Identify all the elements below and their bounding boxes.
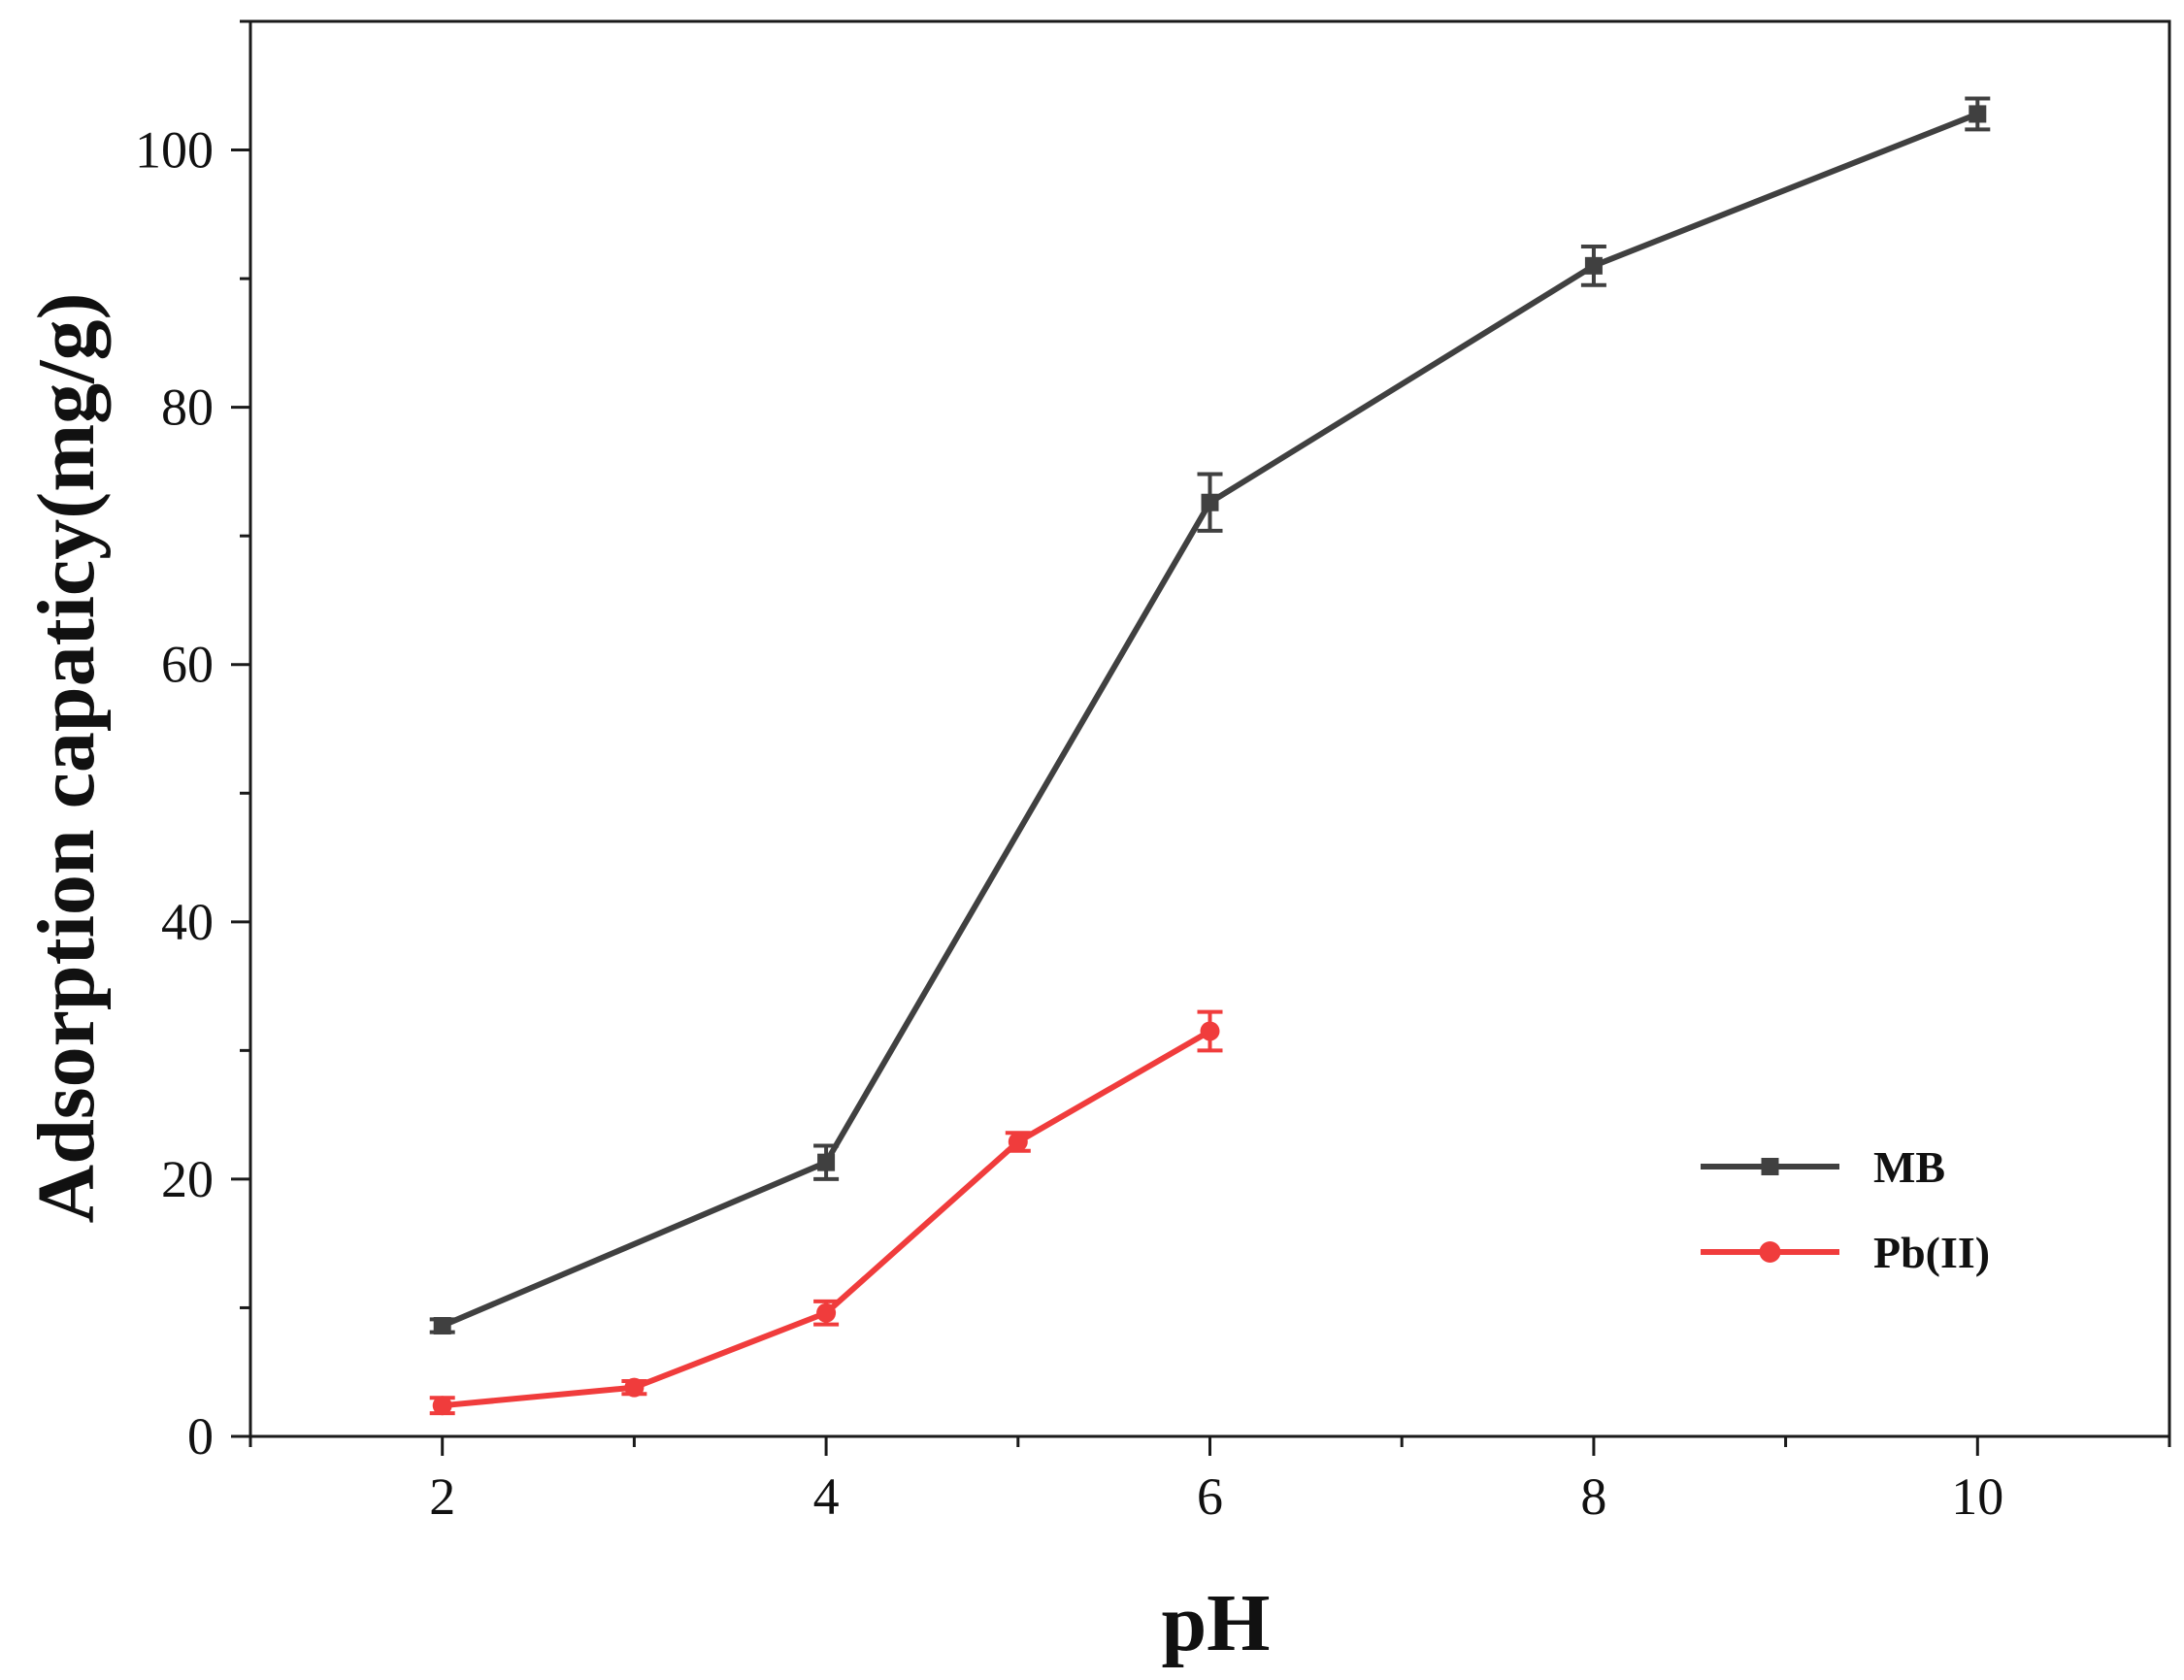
legend: MB Pb(II) (1701, 1142, 1990, 1277)
series-layer (429, 96, 1991, 1416)
y-tick-label: 40 (161, 893, 214, 951)
y-tick-label: 0 (187, 1407, 214, 1466)
legend-label: Pb(II) (1873, 1228, 1990, 1277)
data-point (816, 1302, 837, 1323)
y-tick-label: 20 (161, 1150, 214, 1208)
legend-marker (1761, 1158, 1779, 1175)
legend-item: MB (1701, 1142, 1945, 1192)
x-axis-ticks: 2 4 6 8 10 (248, 1436, 2171, 1526)
data-point (1201, 493, 1219, 511)
y-axis-ticks: 0 20 40 60 80 100 (135, 19, 250, 1466)
series-1 (429, 96, 1991, 1335)
y-tick-label: 60 (161, 636, 214, 694)
data-point (1584, 256, 1603, 275)
x-tick-label: 6 (1197, 1467, 1223, 1526)
x-tick-label: 10 (1951, 1467, 2003, 1526)
data-point (817, 1153, 836, 1171)
y-tick-label: 100 (135, 121, 214, 180)
legend-item: Pb(II) (1701, 1228, 1990, 1277)
x-tick-label: 2 (429, 1467, 455, 1526)
y-axis-title: Adsorption capaticy(mg/g) (21, 293, 112, 1224)
data-point (624, 1377, 645, 1398)
x-tick-label: 4 (813, 1467, 840, 1526)
data-point (1200, 1021, 1220, 1041)
x-tick-label: 8 (1580, 1467, 1606, 1526)
series-2 (429, 1009, 1223, 1416)
data-point (432, 1396, 452, 1416)
x-axis-title: pH (1161, 1578, 1270, 1668)
legend-label: MB (1873, 1142, 1945, 1192)
data-point (1969, 105, 1987, 123)
legend-marker (1759, 1241, 1781, 1263)
data-point (1008, 1132, 1028, 1152)
y-tick-label: 80 (161, 379, 214, 437)
data-point (433, 1317, 451, 1335)
